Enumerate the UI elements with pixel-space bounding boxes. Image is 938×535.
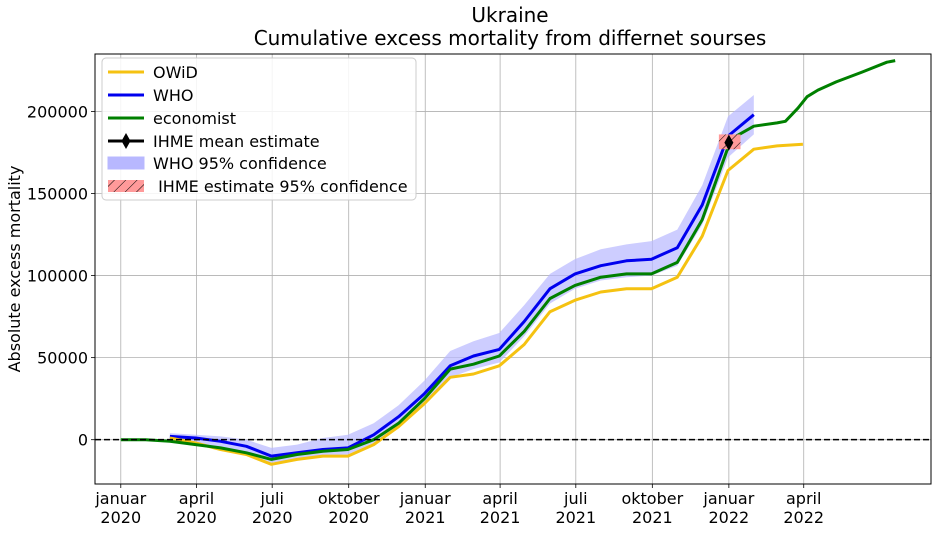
x-tick-label: juli 2021 — [555, 489, 596, 527]
chart-subtitle: Cumulative excess mortality from differn… — [254, 26, 767, 50]
legend-swatch-ihme-mean — [108, 133, 144, 149]
x-tick-label: april 2020 — [176, 489, 217, 527]
economist-line — [120, 59, 896, 461]
x-axis-ticks: januar 2020 april 2020 juli 2020 oktober 2020 ja… — [94, 484, 824, 527]
y-tick-label: 0 — [78, 431, 88, 450]
legend-label-owid: OWiD — [153, 63, 198, 82]
y-tick-label: 100000 — [27, 267, 88, 286]
y-tick-label: 50000 — [37, 349, 88, 368]
x-tick-label: oktober 2020 — [318, 489, 380, 527]
series-lines — [95, 59, 931, 466]
legend-label-who: WHO — [153, 86, 193, 105]
y-axis-ticks: 0 50000 100000 150000 200000 — [27, 102, 95, 450]
legend-label-ihme-mean: IHME mean estimate — [153, 132, 320, 151]
x-tick-label: januar 2021 — [399, 489, 451, 527]
x-tick-label: april 2021 — [480, 489, 521, 527]
y-axis-label: Absolute excess mortality — [5, 166, 24, 373]
ihme-mean-marker — [724, 134, 734, 151]
legend-swatch-ihme-ci-hatch — [108, 180, 144, 192]
legend-label-who-ci: WHO 95% confidence — [153, 154, 327, 173]
legend-label-ihme-ci: IHME estimate 95% confidence — [153, 177, 408, 196]
x-tick-label: april 2022 — [783, 489, 824, 527]
legend-label-economist: economist — [153, 109, 236, 128]
chart-title: Ukraine — [471, 3, 548, 27]
who-line — [169, 113, 755, 458]
x-tick-label: januar 2022 — [702, 489, 754, 527]
plot-frame — [94, 53, 932, 485]
y-tick-label: 200000 — [27, 102, 88, 121]
y-tick-label: 150000 — [27, 185, 88, 204]
legend-frame — [101, 57, 417, 201]
x-tick-label: januar 2020 — [94, 489, 146, 527]
owid-line — [169, 142, 803, 466]
x-tick-label: juli 2020 — [252, 489, 293, 527]
legend: OWiD WHO economist IHME mean estimate WH… — [101, 57, 417, 201]
legend-swatch-who-ci — [107, 156, 145, 170]
x-tick-label: oktober 2021 — [621, 489, 683, 527]
ihme-estimate — [718, 134, 741, 151]
